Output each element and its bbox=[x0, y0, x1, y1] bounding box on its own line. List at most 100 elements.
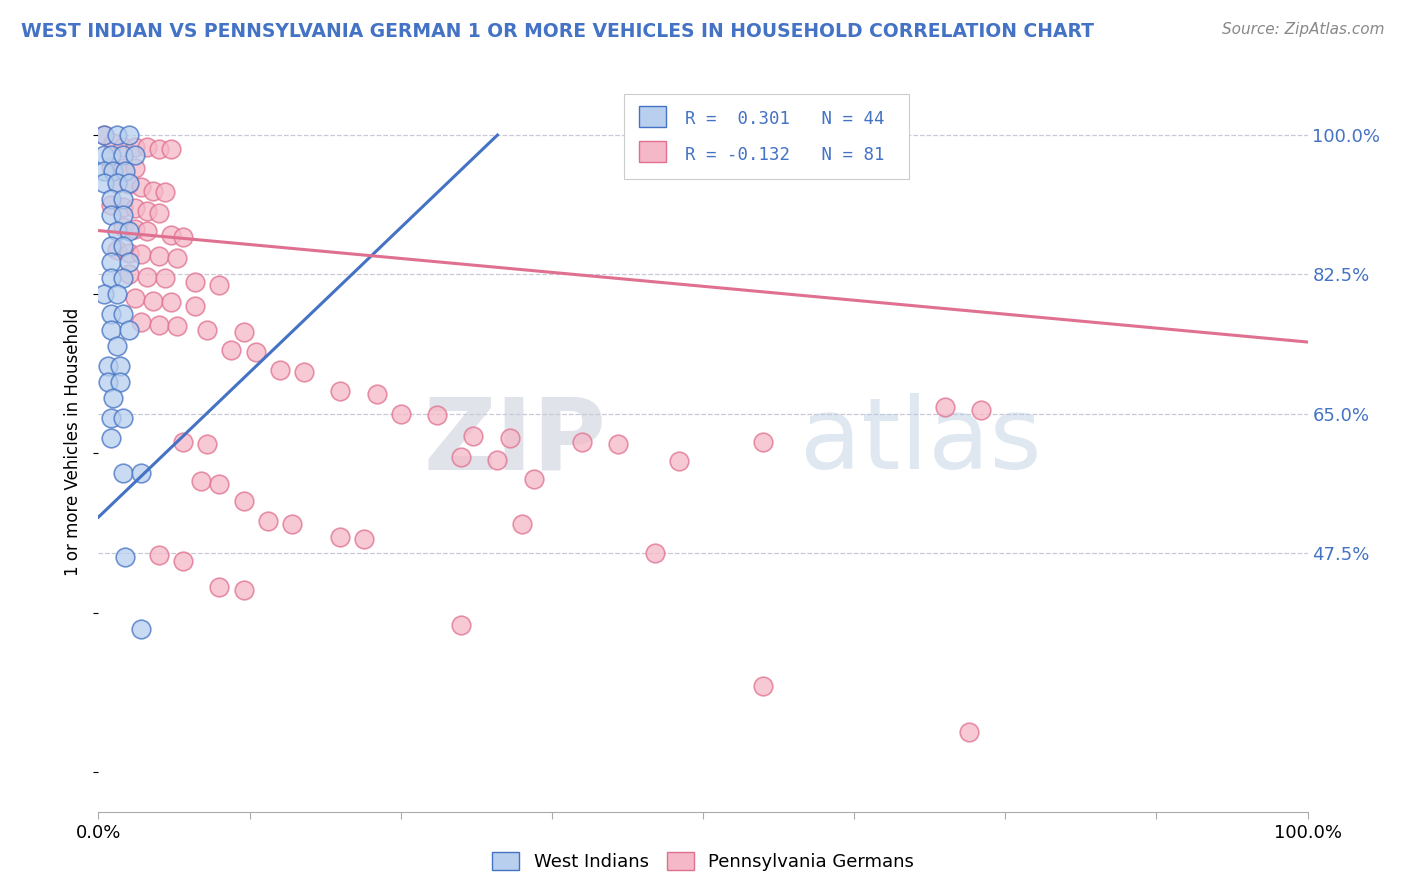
Point bbox=[510, 516, 533, 531]
Point bbox=[148, 249, 170, 263]
Point bbox=[148, 549, 170, 563]
Point bbox=[105, 128, 128, 142]
Point bbox=[142, 184, 165, 198]
Point bbox=[118, 176, 141, 190]
Point bbox=[148, 142, 170, 156]
Point bbox=[190, 475, 212, 489]
Point bbox=[232, 494, 254, 508]
Point bbox=[232, 583, 254, 598]
Point bbox=[105, 244, 128, 258]
Point bbox=[523, 472, 546, 486]
Bar bbox=[638, 141, 665, 162]
Point bbox=[124, 202, 146, 216]
Point bbox=[111, 271, 134, 285]
Point bbox=[111, 192, 134, 206]
Point bbox=[957, 725, 980, 739]
Point bbox=[111, 148, 134, 162]
Point bbox=[486, 453, 509, 467]
Text: Source: ZipAtlas.com: Source: ZipAtlas.com bbox=[1222, 22, 1385, 37]
Point bbox=[135, 203, 157, 218]
Point bbox=[668, 454, 690, 468]
Point bbox=[172, 230, 194, 244]
Point bbox=[292, 365, 315, 379]
Point bbox=[111, 219, 134, 234]
Point bbox=[105, 176, 128, 190]
Legend: West Indians, Pennsylvania Germans: West Indians, Pennsylvania Germans bbox=[485, 845, 921, 879]
Text: WEST INDIAN VS PENNSYLVANIA GERMAN 1 OR MORE VEHICLES IN HOUSEHOLD CORRELATION C: WEST INDIAN VS PENNSYLVANIA GERMAN 1 OR … bbox=[21, 22, 1094, 41]
Point bbox=[232, 326, 254, 340]
Point bbox=[934, 401, 956, 415]
Point bbox=[184, 276, 207, 290]
Point bbox=[245, 344, 267, 359]
Point bbox=[105, 287, 128, 301]
Point bbox=[100, 192, 122, 206]
Point bbox=[118, 178, 141, 192]
Point bbox=[111, 208, 134, 222]
Point bbox=[129, 315, 152, 329]
Point bbox=[129, 179, 152, 194]
Point bbox=[111, 467, 134, 481]
Y-axis label: 1 or more Vehicles in Household: 1 or more Vehicles in Household bbox=[65, 308, 83, 575]
Point bbox=[195, 437, 218, 451]
Text: ZIP: ZIP bbox=[423, 393, 606, 490]
Point bbox=[100, 255, 122, 269]
Point bbox=[221, 343, 243, 357]
Point bbox=[118, 245, 141, 260]
Point bbox=[105, 176, 128, 190]
Point bbox=[108, 375, 131, 389]
Point bbox=[142, 293, 165, 308]
Point bbox=[353, 533, 375, 547]
Point bbox=[329, 384, 352, 399]
Text: R = -0.132   N = 81: R = -0.132 N = 81 bbox=[685, 146, 884, 164]
Point bbox=[101, 391, 124, 405]
Point bbox=[166, 319, 188, 334]
Point bbox=[129, 622, 152, 636]
Bar bbox=[638, 106, 665, 127]
Text: R =  0.301   N = 44: R = 0.301 N = 44 bbox=[685, 111, 884, 128]
Point bbox=[195, 323, 218, 337]
Point bbox=[329, 530, 352, 544]
Point bbox=[105, 223, 128, 237]
Point bbox=[124, 222, 146, 236]
Point bbox=[111, 140, 134, 154]
Point bbox=[118, 268, 141, 282]
Point bbox=[172, 554, 194, 568]
Point bbox=[100, 431, 122, 445]
Point bbox=[111, 307, 134, 321]
Point bbox=[426, 409, 449, 423]
Point bbox=[450, 617, 472, 632]
Point bbox=[607, 437, 630, 451]
Point bbox=[118, 255, 141, 269]
Point bbox=[450, 450, 472, 465]
Point bbox=[111, 410, 134, 425]
Point bbox=[389, 407, 412, 421]
Point bbox=[184, 299, 207, 313]
Point bbox=[463, 429, 485, 443]
Point bbox=[752, 434, 775, 449]
Point bbox=[208, 277, 231, 292]
Point bbox=[970, 402, 993, 417]
Point bbox=[111, 200, 134, 214]
Point bbox=[135, 140, 157, 154]
Point bbox=[208, 476, 231, 491]
Point bbox=[93, 128, 115, 142]
Point bbox=[97, 375, 120, 389]
Text: atlas: atlas bbox=[800, 393, 1042, 490]
Point bbox=[118, 128, 141, 142]
Point bbox=[124, 140, 146, 154]
Point bbox=[111, 161, 134, 176]
Point bbox=[100, 239, 122, 253]
Point bbox=[752, 679, 775, 693]
Point bbox=[153, 186, 176, 200]
Point bbox=[135, 269, 157, 284]
Point bbox=[93, 176, 115, 190]
Point bbox=[124, 291, 146, 305]
Point bbox=[135, 223, 157, 237]
Point bbox=[269, 363, 291, 377]
Point bbox=[100, 271, 122, 285]
Point bbox=[118, 223, 141, 237]
FancyBboxPatch shape bbox=[624, 94, 908, 178]
Point bbox=[100, 410, 122, 425]
Point bbox=[366, 386, 388, 401]
Point bbox=[114, 549, 136, 564]
